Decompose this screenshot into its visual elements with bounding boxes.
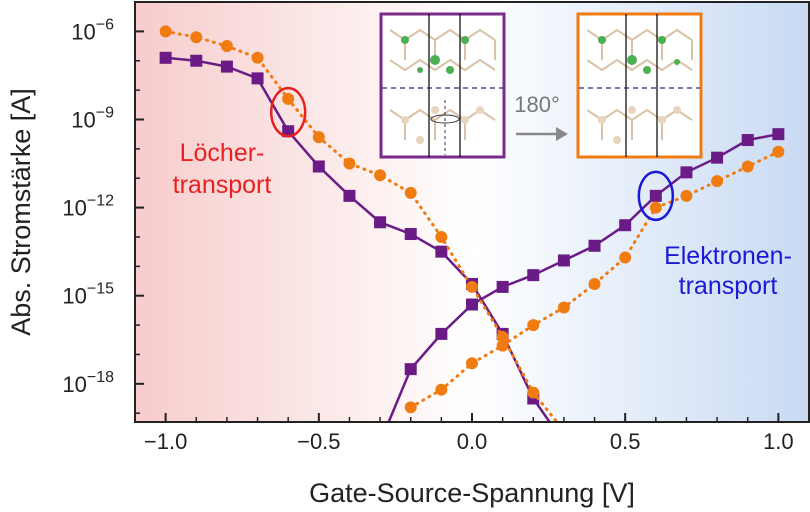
series-0-point [190,54,203,67]
series-3-point [404,401,417,414]
series-1-point [527,269,540,282]
series-0-point [435,245,448,258]
x-axis-title: Gate-Source-Spannung [V] [309,478,635,508]
series-0-point [159,51,172,64]
x-axis: −1.0 −0.5 0.0 0.5 1.0 [144,413,794,454]
electron-label-line2: transport [679,272,778,300]
y-tick-label: 10−18 [62,369,114,397]
series-2-point [190,31,203,44]
series-3-point [649,201,662,214]
series-1-point [619,219,632,232]
series-0-point [558,437,570,449]
series-2-point [558,425,570,437]
series-3-point [435,383,448,396]
rotation-arrow: 180° [514,92,568,141]
series-3-point [772,145,785,158]
series-1-point [741,134,754,147]
hole-label-line1: Löcher- [180,139,265,167]
series-3-point [466,357,478,370]
hole-label-line2: transport [173,171,272,199]
y-tick-label: 10−9 [71,104,114,132]
series-2-point [159,25,172,38]
series-1-point [496,280,509,293]
series-3-point [496,339,509,352]
annotation-hole-transport: Löcher- transport [173,86,307,199]
series-1-point [680,166,693,179]
x-tick-label: 1.0 [763,429,794,454]
series-2-point [251,51,264,64]
series-2-point [435,230,448,243]
series-1-point [772,128,785,141]
inset: 180° [379,12,703,159]
series-1-point [404,363,417,376]
series-3-point [741,160,754,173]
series-3-point [527,319,540,332]
series-layer [159,25,785,449]
series-0-point [343,189,356,202]
series-3-point [711,175,724,188]
series-1-point [466,298,478,311]
y-axis-title: Abs. Stromstärke [A] [6,88,36,336]
series-0-point [251,72,264,85]
series-1-point [557,254,570,267]
x-tick-label: 0.0 [457,429,488,454]
series-1-point [649,189,662,202]
electron-label-line1: Elektronen- [664,242,792,270]
x-tick-label: −1.0 [144,429,187,454]
series-3-point [557,301,570,314]
series-1-point [435,327,448,340]
inset-right-structure [576,12,703,159]
series-0-point [374,216,387,229]
electron-highlight-circle [637,170,675,222]
series-1-point [588,239,601,252]
series-2-point [343,157,356,170]
hole-highlight-circle [269,86,307,138]
series-2-point [312,131,325,144]
series-2-point [527,386,540,399]
series-2-point [282,92,295,105]
series-1-point [711,151,724,164]
series-3-point [588,277,601,290]
x-tick-label: 0.5 [610,429,641,454]
series-2-point [220,40,233,53]
inset-left-structure [379,12,506,159]
series-3-point [619,251,632,264]
series-2-point [466,280,478,293]
y-tick-label: 10−6 [71,16,114,44]
series-2-point [374,169,387,182]
y-tick-label: 10−12 [62,193,114,221]
series-1-point [374,437,386,449]
x-tick-label: −0.5 [297,429,340,454]
series-2-point [496,330,509,343]
rotation-label: 180° [514,92,560,117]
series-0-point [404,228,417,241]
series-3-point [680,189,693,202]
series-0-point [312,160,325,173]
series-0-point [282,125,295,138]
annotation-electron-transport: Elektronen- transport [637,170,792,300]
y-tick-label: 10−15 [62,281,114,309]
y-axis: 10−6 10−9 10−12 10−15 10−18 [62,1,144,414]
series-0-point [220,60,233,73]
series-2-point [404,186,417,199]
